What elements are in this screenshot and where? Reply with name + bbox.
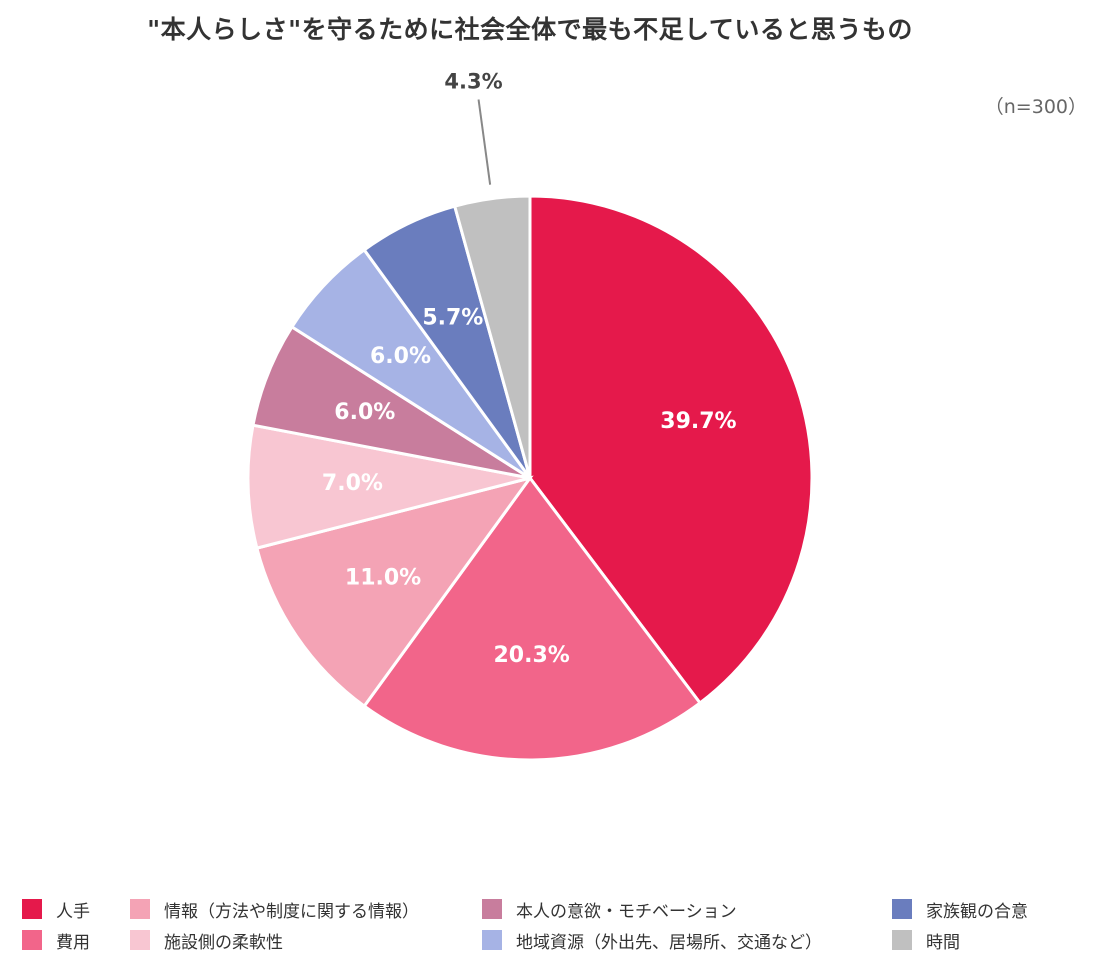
- legend-label: 費用: [56, 932, 90, 953]
- legend-swatch: [482, 899, 502, 919]
- legend-label: 地域資源（外出先、居場所、交通など）: [516, 932, 822, 953]
- legend-label: 情報（方法や制度に関する情報）: [164, 901, 419, 922]
- legend-swatch: [130, 899, 150, 919]
- slice-value-label: 5.7%: [422, 305, 483, 330]
- legend-swatch: [482, 930, 502, 950]
- legend-item: 情報（方法や制度に関する情報）: [130, 896, 419, 922]
- slice-value-label: 6.0%: [370, 344, 431, 369]
- pie-slices: [246, 194, 814, 762]
- legend-item: 本人の意欲・モチベーション: [482, 896, 737, 922]
- pie-slice: [255, 475, 534, 709]
- pie-slice: [452, 194, 532, 479]
- legend-label: 家族観の合意: [926, 901, 1028, 922]
- legend-label: 施設側の柔軟性: [164, 932, 283, 953]
- legend-swatch: [22, 899, 42, 919]
- legend-swatch: [892, 899, 912, 919]
- label-leader-line: [477, 99, 492, 185]
- slice-value-label: 6.0%: [334, 400, 395, 425]
- sample-size-note: （n=300）: [984, 96, 1087, 118]
- slice-value-label: 11.0%: [345, 565, 421, 590]
- legend-label: 人手: [56, 901, 90, 922]
- pie-labels: 39.7% 20.3% 11.0% 7.0% 6.0% 6.0% 5.7% 4.3%: [322, 69, 737, 668]
- legend-swatch: [892, 930, 912, 950]
- slice-value-label: 39.7%: [660, 409, 736, 434]
- slice-value-label: 7.0%: [322, 471, 383, 496]
- chart-legend: 人手費用 情報（方法や制度に関する情報） 施設側の柔軟性 本人の意欲・モチベーション地…: [0, 896, 1115, 966]
- legend-item: 費用: [22, 927, 90, 953]
- pie-slice: [362, 475, 703, 762]
- legend-item: 人手: [22, 896, 90, 922]
- pie-slice: [528, 194, 814, 706]
- legend-swatch: [22, 930, 42, 950]
- legend-item: 地域資源（外出先、居場所、交通など）: [482, 927, 822, 953]
- legend-label: 時間: [926, 932, 960, 953]
- legend-label: 本人の意欲・モチベーション: [516, 901, 737, 922]
- legend-item: 時間: [892, 927, 960, 953]
- legend-item: 家族観の合意: [892, 896, 1028, 922]
- pie-slice: [246, 423, 531, 550]
- legend-item: 施設側の柔軟性: [130, 927, 283, 953]
- slice-value-label: 4.3%: [444, 69, 502, 93]
- slice-value-label: 20.3%: [494, 643, 570, 668]
- chart-title: "本人らしさ"を守るために社会全体で最も不足していると思うもの: [147, 15, 913, 44]
- legend-swatch: [130, 930, 150, 950]
- pie-chart: 39.7% 20.3% 11.0% 7.0% 6.0% 6.0% 5.7% 4.3%: [246, 69, 814, 762]
